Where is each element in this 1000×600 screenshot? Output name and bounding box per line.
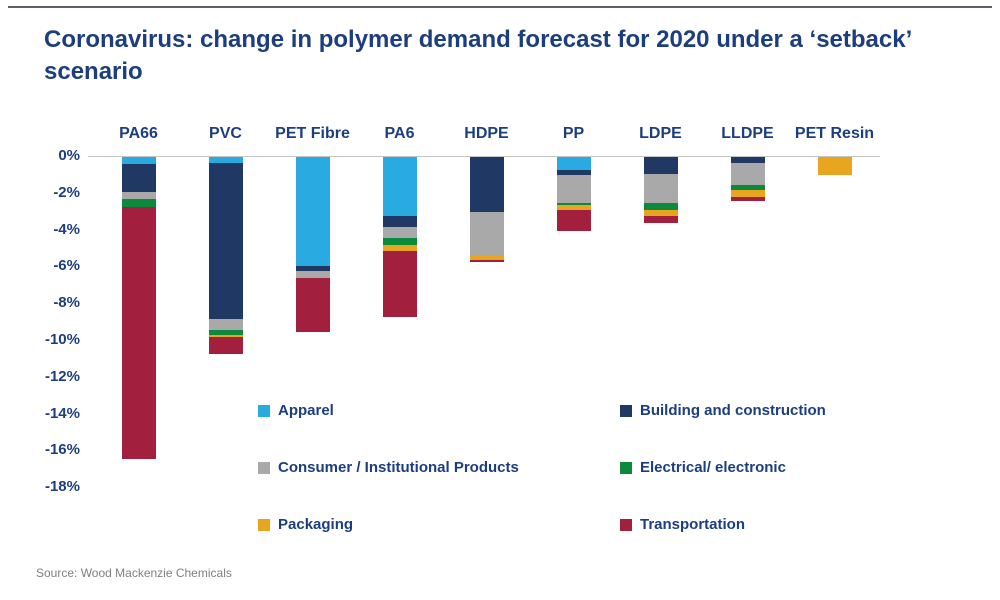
bar-segment-building-and-construction-lldpe: [730, 157, 765, 163]
y-axis-tick: -16%: [44, 441, 80, 459]
bar-segment-building-and-construction-pa6: [382, 215, 417, 227]
bar-segment-apparel-pet-fibre: [295, 157, 330, 266]
legend-swatch-icon: [258, 461, 270, 474]
legend-swatch-icon: [620, 404, 632, 417]
legend-item-packaging: Packaging: [258, 516, 353, 533]
bar-segment-transportation-pvc: [208, 337, 243, 354]
bar-segment-electrical-electronic-lldpe: [730, 184, 765, 191]
bar-segment-packaging-pet-resin: [817, 157, 852, 176]
bar-segment-apparel-pa6: [382, 157, 417, 216]
bar-segment-transportation-pa6: [382, 250, 417, 318]
y-axis-tick: -2%: [53, 183, 80, 201]
category-label-pa6: PA6: [384, 125, 415, 142]
bar-segment-electrical-electronic-pvc: [208, 329, 243, 336]
y-axis-tick: -10%: [44, 331, 80, 348]
bar-segment-apparel-pa66: [121, 157, 156, 165]
bar-segment-building-and-construction-pp: [556, 169, 591, 176]
bar-segment-transportation-hdpe: [469, 260, 504, 262]
y-axis-tick: -18%: [44, 478, 80, 496]
category-label-pet-resin: PET Resin: [794, 125, 875, 142]
bar-segment-packaging-lldpe: [730, 190, 765, 198]
legend-label: Apparel: [278, 402, 334, 419]
bar-segment-packaging-pp: [556, 204, 591, 211]
bar-segment-packaging-pvc: [208, 335, 243, 338]
category-label-pa66: PA66: [119, 125, 158, 142]
bar-segment-electrical-electronic-pa6: [382, 237, 417, 246]
bar-segment-consumer-institutional-products-pa6: [382, 226, 417, 238]
legend-swatch-icon: [258, 518, 270, 531]
bar-segment-packaging-hdpe: [469, 256, 504, 261]
bar-segment-electrical-electronic-pp: [556, 203, 591, 205]
bar-segment-transportation-pet-fibre: [295, 278, 330, 332]
category-label-pp: PP: [562, 125, 585, 142]
legend-label: Transportation: [640, 516, 746, 533]
legend-label: Electrical/ electronic: [640, 459, 786, 476]
bar-segment-consumer-institutional-products-ldpe: [643, 173, 678, 203]
bar-segment-building-and-construction-pa66: [121, 164, 156, 192]
bar-segment-electrical-electronic-ldpe: [643, 203, 678, 211]
category-label-lldpe: LLDPE: [721, 125, 774, 142]
bar-segment-transportation-pa66: [121, 206, 156, 459]
bar-segment-transportation-ldpe: [643, 215, 678, 224]
x-axis-zero-line: [88, 156, 880, 157]
legend-label: Packaging: [278, 516, 354, 533]
y-axis-tick: -4%: [53, 220, 80, 238]
legend-item-apparel: Apparel: [258, 402, 334, 419]
y-axis-tick: 0%: [58, 147, 80, 164]
y-axis-tick: -6%: [53, 257, 80, 275]
bar-segment-consumer-institutional-products-pvc: [208, 318, 243, 330]
y-axis-tick: -14%: [44, 404, 80, 422]
chart-title: Coronavirus: change in polymer demand fo…: [44, 26, 911, 85]
legend-swatch-icon: [620, 518, 632, 531]
legend-item-consumer-institutional-products: Consumer / Institutional Products: [258, 459, 519, 476]
legend-item-building-and-construction: Building and construction: [620, 402, 826, 419]
top-rule: [8, 6, 992, 8]
category-label-hdpe: HDPE: [464, 125, 509, 142]
bar-segment-apparel-pp: [556, 157, 591, 170]
bar-segment-packaging-ldpe: [643, 210, 678, 216]
legend-label: Building and construction: [640, 402, 826, 419]
category-label-pet-fibre: PET Fibre: [275, 125, 350, 142]
source-note: Source: Wood Mackenzie Chemicals: [36, 566, 232, 580]
bar-segment-transportation-pp: [556, 210, 591, 231]
bar-segment-consumer-institutional-products-hdpe: [469, 212, 504, 257]
bar-segment-transportation-lldpe: [730, 197, 765, 202]
bar-segment-electrical-electronic-pa66: [121, 199, 156, 207]
legend-item-transportation: Transportation: [620, 516, 745, 533]
y-axis-tick: -8%: [53, 294, 80, 312]
bar-segment-building-and-construction-hdpe: [469, 157, 504, 213]
category-label-pvc: PVC: [209, 125, 242, 142]
bar-segment-building-and-construction-pvc: [208, 162, 243, 319]
bar-segment-packaging-pa6: [382, 245, 417, 251]
bar-segment-consumer-institutional-products-pet-fibre: [295, 271, 330, 279]
bar-segment-building-and-construction-pet-fibre: [295, 265, 330, 272]
bar-segment-consumer-institutional-products-pp: [556, 175, 591, 203]
legend-item-electrical-electronic: Electrical/ electronic: [620, 459, 786, 476]
category-label-ldpe: LDPE: [639, 125, 682, 142]
bar-segment-consumer-institutional-products-pa66: [121, 191, 156, 200]
y-axis-tick: -12%: [44, 367, 80, 385]
bar-segment-building-and-construction-ldpe: [643, 157, 678, 174]
bar-segment-apparel-pvc: [208, 157, 243, 163]
legend-swatch-icon: [258, 404, 270, 417]
bar-segment-consumer-institutional-products-lldpe: [730, 162, 765, 185]
legend-swatch-icon: [620, 461, 632, 474]
legend-label: Consumer / Institutional Products: [278, 459, 519, 476]
